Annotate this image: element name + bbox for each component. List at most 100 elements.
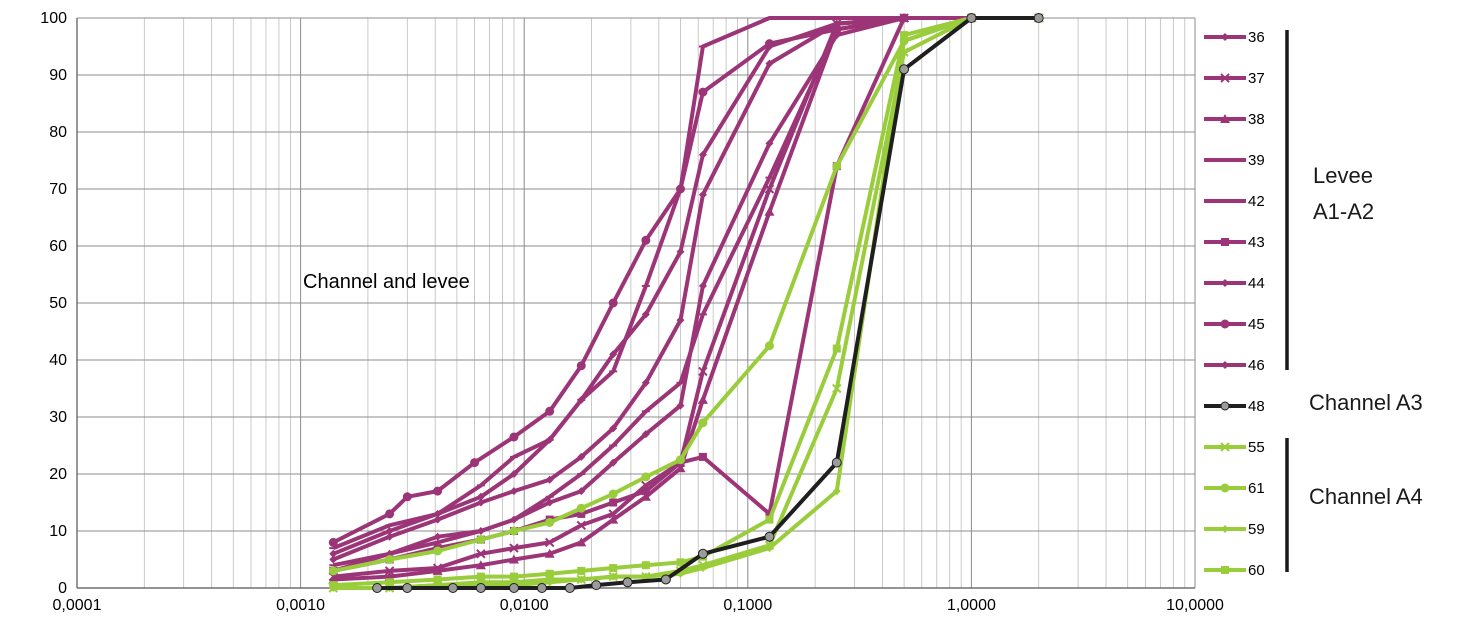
data-point (832, 161, 842, 171)
data-point (545, 498, 554, 507)
data-point (384, 566, 395, 576)
legend-item-55: 55 (1204, 439, 1265, 456)
data-point (576, 537, 587, 547)
data-point (1220, 73, 1230, 83)
x-tick-label: 0,0100 (500, 597, 549, 614)
group-label: Levee (1313, 163, 1373, 188)
data-point (676, 316, 685, 325)
y-tick-label: 90 (49, 67, 67, 84)
x-tick-label: 0,1000 (723, 597, 772, 614)
data-point (660, 574, 671, 585)
data-point (475, 560, 486, 570)
data-point (577, 575, 586, 584)
data-point (591, 580, 602, 591)
y-tick-label: 50 (49, 295, 67, 312)
series-line (332, 16, 1039, 573)
y-axis-ticks: 0 10 20 30 40 50 60 70 80 90 100 (40, 10, 67, 597)
data-point (675, 455, 685, 465)
data-point (545, 517, 555, 527)
series-line (332, 16, 1039, 573)
data-point (432, 565, 443, 575)
legend-item-42: 42 (1204, 193, 1265, 210)
data-point (698, 150, 707, 159)
data-point (385, 532, 394, 541)
legend-item-39: 39 (1204, 152, 1265, 169)
data-point (675, 463, 686, 473)
legend-item-45: 45 (1204, 316, 1265, 333)
legend-item-61: 61 (1204, 480, 1265, 497)
legend-item-38: 38 (1204, 111, 1265, 128)
data-point (641, 430, 650, 439)
data-point (475, 583, 486, 593)
data-point (433, 532, 442, 541)
x-tick-label: 0,0001 (53, 597, 102, 614)
legend-item-59: 59 (1204, 521, 1265, 538)
data-point (641, 561, 650, 570)
data-point (385, 509, 395, 519)
data-point (1221, 361, 1229, 369)
data-point (609, 458, 618, 467)
data-point (1033, 13, 1044, 23)
data-point (1221, 525, 1229, 533)
data-point (433, 546, 443, 556)
data-point (698, 190, 707, 199)
x-tick-label: 0,0010 (276, 597, 325, 614)
data-point (536, 583, 547, 593)
data-point (545, 475, 554, 484)
legend-item-48: 48 (1204, 398, 1265, 415)
data-point (966, 13, 977, 23)
data-point (765, 59, 774, 68)
data-point (764, 39, 774, 49)
data-point (622, 577, 633, 588)
series-line (332, 16, 1039, 556)
data-point (508, 554, 519, 564)
y-tick-label: 40 (49, 352, 67, 369)
data-point (832, 31, 841, 40)
data-point (372, 583, 383, 593)
data-point (1221, 33, 1229, 41)
data-point (608, 298, 618, 308)
data-point (609, 498, 618, 507)
data-point (385, 527, 394, 535)
data-point (577, 509, 586, 518)
group-label: Channel A3 (1309, 390, 1423, 415)
data-point (509, 470, 518, 478)
legend: 36 37 38 39 42 43 44 45 46 48 55 61 59 60 (1204, 29, 1265, 579)
y-tick-label: 100 (40, 10, 67, 27)
data-point (765, 139, 774, 148)
data-point (385, 578, 394, 587)
data-point (609, 350, 618, 359)
legend-label: 46 (1248, 357, 1265, 374)
data-point (1221, 279, 1229, 287)
data-point (402, 492, 412, 502)
series-line (332, 16, 1039, 550)
legend-item-46: 46 (1204, 357, 1265, 374)
data-point (509, 432, 519, 442)
legend-label: 45 (1248, 316, 1265, 333)
data-point (676, 247, 685, 256)
y-tick-label: 10 (49, 523, 67, 540)
legend-label: 48 (1248, 398, 1265, 415)
y-tick-label: 60 (49, 238, 67, 255)
legend-label: 61 (1248, 480, 1265, 497)
y-tick-label: 20 (49, 466, 67, 483)
data-point (1220, 401, 1230, 411)
data-point (433, 486, 443, 496)
legend-item-36: 36 (1204, 29, 1265, 46)
data-point (545, 435, 554, 444)
series-48 (372, 13, 1044, 593)
legend-label: 59 (1248, 521, 1265, 538)
data-point (641, 572, 650, 581)
data-point (476, 527, 485, 535)
x-tick-label: 10,0000 (1166, 597, 1224, 614)
data-point (545, 406, 555, 416)
data-point (765, 544, 774, 553)
data-point (476, 549, 486, 559)
data-point (899, 64, 910, 75)
data-point (697, 394, 708, 404)
data-point (609, 564, 618, 573)
data-point (676, 558, 685, 567)
chart-annotation: Channel and levee (303, 271, 470, 293)
legend-label: 55 (1248, 439, 1265, 456)
x-axis-ticks: 0,0001 0,0010 0,0100 0,1000 1,0000 10,0000 (53, 597, 1224, 614)
